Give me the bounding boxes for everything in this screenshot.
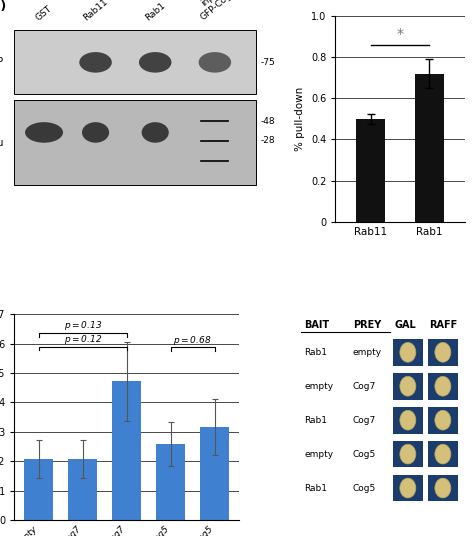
- Ellipse shape: [79, 52, 112, 73]
- Text: input
GFP-Cog7: input GFP-Cog7: [192, 0, 238, 23]
- Y-axis label: % pull-down: % pull-down: [295, 87, 305, 151]
- Bar: [428, 407, 458, 434]
- Text: -75: -75: [261, 58, 276, 67]
- Bar: [156, 444, 185, 520]
- Bar: [393, 407, 423, 434]
- Bar: [393, 441, 423, 467]
- Text: empty: empty: [305, 382, 334, 391]
- Text: BAIT: BAIT: [305, 321, 330, 330]
- Text: GAL: GAL: [394, 321, 416, 330]
- Ellipse shape: [25, 122, 63, 143]
- Circle shape: [435, 411, 451, 430]
- Circle shape: [435, 444, 451, 464]
- Text: empty: empty: [305, 450, 334, 459]
- Bar: [25, 459, 53, 520]
- Circle shape: [400, 411, 416, 430]
- Bar: [428, 339, 458, 366]
- Text: Cog7: Cog7: [353, 382, 376, 391]
- Bar: [14, 100, 255, 185]
- Text: $p$ = 0.68: $p$ = 0.68: [173, 333, 212, 347]
- Bar: [428, 373, 458, 400]
- Text: Rab1: Rab1: [305, 416, 328, 425]
- Ellipse shape: [142, 122, 169, 143]
- Circle shape: [435, 478, 451, 498]
- Bar: [393, 373, 423, 400]
- Text: (a): (a): [0, 0, 8, 13]
- Text: GST: GST: [34, 4, 54, 23]
- Bar: [393, 339, 423, 366]
- Text: Rab1: Rab1: [144, 1, 167, 23]
- Text: -48: -48: [261, 117, 275, 126]
- Circle shape: [435, 343, 451, 362]
- Text: PREY: PREY: [353, 321, 381, 330]
- Circle shape: [400, 343, 416, 362]
- Bar: [14, 31, 255, 94]
- Circle shape: [435, 376, 451, 396]
- Ellipse shape: [139, 52, 172, 73]
- Text: GFP: GFP: [0, 57, 3, 68]
- Text: $p$ = 0.13: $p$ = 0.13: [64, 319, 102, 332]
- Bar: [68, 459, 97, 520]
- Circle shape: [400, 444, 416, 464]
- Text: empty: empty: [353, 348, 382, 357]
- Text: RAFF: RAFF: [429, 321, 458, 330]
- Text: $p$ = 0.12: $p$ = 0.12: [64, 333, 102, 346]
- Text: -28: -28: [261, 136, 275, 145]
- Text: *: *: [396, 27, 403, 41]
- Text: Ponceau: Ponceau: [0, 138, 3, 147]
- Bar: [356, 119, 385, 222]
- Text: Cog5: Cog5: [353, 450, 376, 459]
- Bar: [415, 73, 444, 222]
- Text: Rab1: Rab1: [305, 483, 328, 493]
- Bar: [201, 427, 229, 520]
- Ellipse shape: [199, 52, 231, 73]
- Bar: [393, 475, 423, 501]
- Ellipse shape: [82, 122, 109, 143]
- Text: Rab11: Rab11: [82, 0, 109, 23]
- Text: Rab1: Rab1: [305, 348, 328, 357]
- Bar: [428, 475, 458, 501]
- Text: Cog5: Cog5: [353, 483, 376, 493]
- Circle shape: [400, 376, 416, 396]
- Bar: [112, 381, 141, 520]
- Text: Cog7: Cog7: [353, 416, 376, 425]
- Circle shape: [400, 478, 416, 498]
- Bar: [428, 441, 458, 467]
